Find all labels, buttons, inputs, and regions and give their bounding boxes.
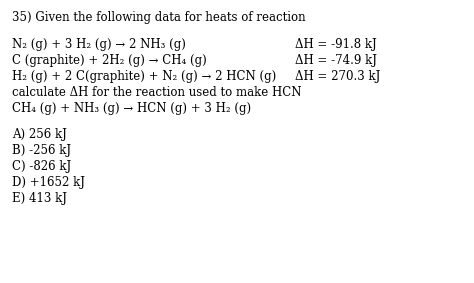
Text: ΔH = -91.8 kJ: ΔH = -91.8 kJ [295,38,377,51]
Text: C (graphite) + 2H₂ (g) → CH₄ (g): C (graphite) + 2H₂ (g) → CH₄ (g) [12,54,207,67]
Text: H₂ (g) + 2 C(graphite) + N₂ (g) → 2 HCN (g): H₂ (g) + 2 C(graphite) + N₂ (g) → 2 HCN … [12,70,276,83]
Text: E) 413 kJ: E) 413 kJ [12,192,67,205]
Text: calculate ΔH for the reaction used to make HCN: calculate ΔH for the reaction used to ma… [12,86,301,99]
Text: CH₄ (g) + NH₃ (g) → HCN (g) + 3 H₂ (g): CH₄ (g) + NH₃ (g) → HCN (g) + 3 H₂ (g) [12,102,251,115]
Text: N₂ (g) + 3 H₂ (g) → 2 NH₃ (g): N₂ (g) + 3 H₂ (g) → 2 NH₃ (g) [12,38,186,51]
Text: D) +1652 kJ: D) +1652 kJ [12,176,85,189]
Text: B) -256 kJ: B) -256 kJ [12,144,71,157]
Text: ΔH = -74.9 kJ: ΔH = -74.9 kJ [295,54,377,67]
Text: 35) Given the following data for heats of reaction: 35) Given the following data for heats o… [12,11,306,24]
Text: ΔH = 270.3 kJ: ΔH = 270.3 kJ [295,70,380,83]
Text: C) -826 kJ: C) -826 kJ [12,160,71,173]
Text: A) 256 kJ: A) 256 kJ [12,128,67,141]
